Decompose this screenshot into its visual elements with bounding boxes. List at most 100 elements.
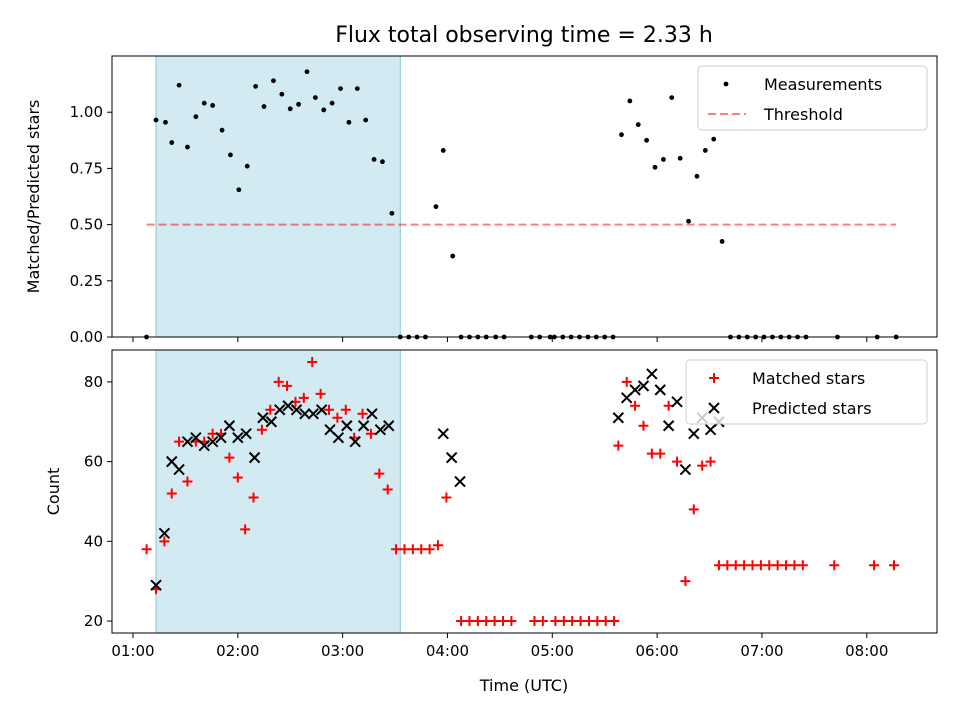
panel-count-y-label: Count <box>44 468 63 516</box>
x-axis-label: Time (UTC) <box>479 676 568 695</box>
panel-count-y-axis: 20 40 60 80 <box>84 373 112 630</box>
measurement-point <box>694 173 700 179</box>
measurement-point <box>185 144 190 150</box>
y-tick-label: 20 <box>84 612 103 630</box>
legend-swatch <box>723 81 729 87</box>
matched-star-point <box>550 616 561 627</box>
measurement-point <box>380 159 385 165</box>
measurement-point <box>312 95 318 100</box>
matched-star-point <box>529 616 540 627</box>
measurement-point <box>261 104 267 109</box>
predicted-star-point <box>215 431 227 444</box>
x-tick-label: 05:00 <box>531 642 574 660</box>
predicted-star-point <box>299 408 311 420</box>
matched-star-point <box>730 560 741 571</box>
measurement-point <box>363 117 369 123</box>
y-tick-label: 60 <box>84 453 103 471</box>
measurement-point <box>176 82 182 88</box>
measurement-point <box>163 119 168 125</box>
x-tick-label: 02:00 <box>216 642 259 660</box>
matched-star-point <box>655 448 666 459</box>
matched-star-point <box>256 424 267 435</box>
matched-star-point <box>273 376 284 387</box>
y-tick-label: 1.00 <box>70 103 103 121</box>
y-tick-label: 40 <box>84 532 103 550</box>
measurement-point <box>169 140 175 145</box>
panel-count-x-axis: 01:00 02:00 03:00 04:00 05:00 06:00 07:00 08:00 <box>111 633 888 660</box>
x-tick-label: 06:00 <box>635 642 678 660</box>
matched-star-point <box>764 560 775 571</box>
matched-star-point <box>705 456 716 467</box>
predicted-star-point <box>265 416 278 428</box>
matched-star-point <box>739 560 750 571</box>
predicted-star-point <box>158 527 171 540</box>
y-tick-label: 0.25 <box>70 272 103 290</box>
measurement-point <box>279 91 285 97</box>
matched-star-point <box>600 616 611 627</box>
matched-star-point <box>166 488 177 499</box>
matched-star-point <box>265 404 276 415</box>
y-tick-label: 0.75 <box>70 159 103 177</box>
measurement-point <box>669 95 675 100</box>
shaded-interval <box>155 55 401 338</box>
measurement-point <box>719 239 725 244</box>
matched-star-point <box>365 428 376 439</box>
panel-ratio: 0.00 0.25 0.50 0.75 1.00 Matched/Predicted s… <box>24 55 938 346</box>
measurement-point <box>371 157 377 162</box>
matched-star-point <box>456 616 467 627</box>
matched-star-point <box>672 456 683 467</box>
predicted-star-point <box>282 400 294 412</box>
measurement-point <box>702 148 708 153</box>
predicted-star-point <box>240 427 252 440</box>
panel-ratio-y-label: Matched/Predicted stars <box>24 100 43 294</box>
matched-star-point <box>141 544 152 555</box>
legend-label: Matched stars <box>752 369 865 388</box>
predicted-star-point <box>332 431 345 444</box>
matched-star-point <box>869 560 880 571</box>
matched-star-point <box>489 616 500 627</box>
predicted-star-point <box>357 420 370 432</box>
x-tick-label: 08:00 <box>845 642 888 660</box>
measurement-point <box>271 78 276 84</box>
matched-star-point <box>224 452 235 463</box>
legend-box <box>697 65 928 131</box>
predicted-star-point <box>173 463 185 476</box>
shaded-interval <box>155 349 401 634</box>
matched-star-point <box>797 560 808 571</box>
matched-star-point <box>433 540 444 551</box>
matched-star-point <box>537 616 548 627</box>
measurement-point <box>389 210 395 216</box>
predicted-star-point <box>290 404 303 416</box>
matched-star-point <box>315 388 326 399</box>
measurement-point <box>346 119 352 125</box>
matched-star-point <box>755 560 766 571</box>
x-tick-label: 04:00 <box>426 642 469 660</box>
predicted-star-point <box>637 380 650 392</box>
matched-star-point <box>240 524 251 535</box>
matched-star-point <box>772 560 783 571</box>
measurement-point <box>433 204 439 210</box>
matched-star-point <box>472 616 483 627</box>
panel-ratio-x-axis <box>132 337 868 342</box>
legend-label: Measurements <box>764 75 882 94</box>
legend-box <box>685 359 928 425</box>
measurement-point <box>253 83 259 89</box>
matched-star-point <box>382 484 393 495</box>
series-predicted-stars <box>150 368 725 591</box>
measurement-point <box>711 136 717 142</box>
matched-star-point <box>621 376 632 387</box>
matched-star-point <box>630 400 641 411</box>
matched-star-point <box>583 616 594 627</box>
predicted-star-point <box>248 451 261 464</box>
series-matched-stars <box>141 356 900 627</box>
chart-title: Flux total observing time = 2.33 h <box>335 23 713 48</box>
predicted-star-point <box>445 451 458 464</box>
x-tick-label: 01:00 <box>111 642 154 660</box>
measurement-point <box>287 106 293 112</box>
matched-star-point <box>374 468 385 479</box>
predicted-star-point <box>341 420 353 432</box>
matched-star-point <box>889 560 900 571</box>
matched-star-point <box>613 440 624 451</box>
